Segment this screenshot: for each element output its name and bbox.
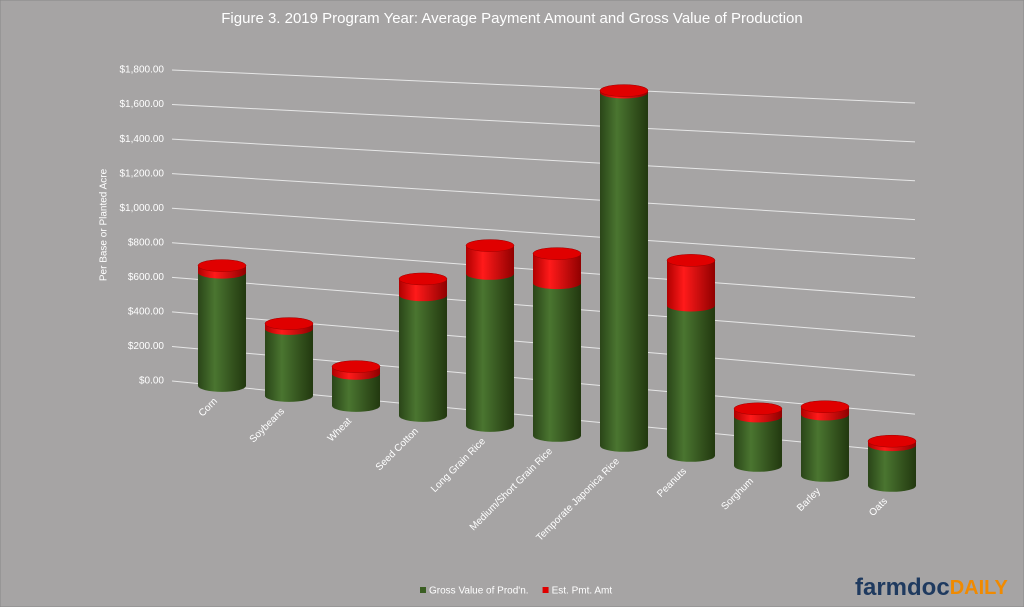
bar (667, 254, 715, 312)
y-tick-label: $400.00 (128, 307, 165, 318)
bar (265, 322, 313, 402)
y-tick-label: $600.00 (128, 272, 165, 283)
legend-swatch (420, 587, 426, 593)
bar-cap (398, 272, 448, 286)
legend-label: Gross Value of Prod'n. (429, 586, 529, 597)
logo-part: farmdoc (855, 574, 950, 601)
bar-cap (331, 360, 381, 373)
y-tick-label: $800.00 (128, 237, 165, 248)
y-tick-label: $1,000.00 (120, 203, 165, 214)
logo: farmdocDAILY (855, 574, 1009, 601)
bar-cap (599, 84, 649, 97)
bar (600, 86, 648, 452)
bar (198, 266, 246, 392)
bar (533, 277, 581, 442)
bar-cap (867, 434, 917, 448)
grid-line (171, 69, 916, 104)
bar-cap (532, 247, 582, 260)
y-tick-label: $1,800.00 (120, 65, 165, 76)
bar-cap (800, 400, 850, 413)
grid-line (171, 138, 916, 182)
chart-title: Figure 3. 2019 Program Year: Average Pay… (221, 10, 802, 27)
bar-cap (465, 239, 515, 252)
grid-line (171, 173, 916, 221)
bar (399, 289, 447, 422)
bar (801, 408, 849, 482)
bar-cap (197, 259, 247, 272)
bar (868, 439, 916, 492)
y-tick-label: $200.00 (128, 341, 165, 352)
y-axis-label: Per Base or Planted Acre (99, 168, 110, 281)
grid-line (171, 104, 916, 143)
y-tick-label: $1,600.00 (120, 99, 165, 110)
y-tick-label: $1,400.00 (120, 134, 165, 145)
y-tick-label: $0.00 (139, 376, 164, 387)
bar (734, 410, 783, 472)
bar-cap (733, 402, 783, 416)
legend-swatch (542, 587, 549, 593)
bar (466, 267, 514, 432)
y-tick-label: $1,200.00 (120, 168, 165, 179)
legend-label: Est. Pmt. Amt (552, 586, 613, 597)
bar-cap (666, 254, 716, 267)
bar (667, 299, 715, 462)
grid-line (171, 207, 916, 260)
bar-cap (264, 317, 314, 330)
logo-part: DAILY (950, 577, 1009, 599)
